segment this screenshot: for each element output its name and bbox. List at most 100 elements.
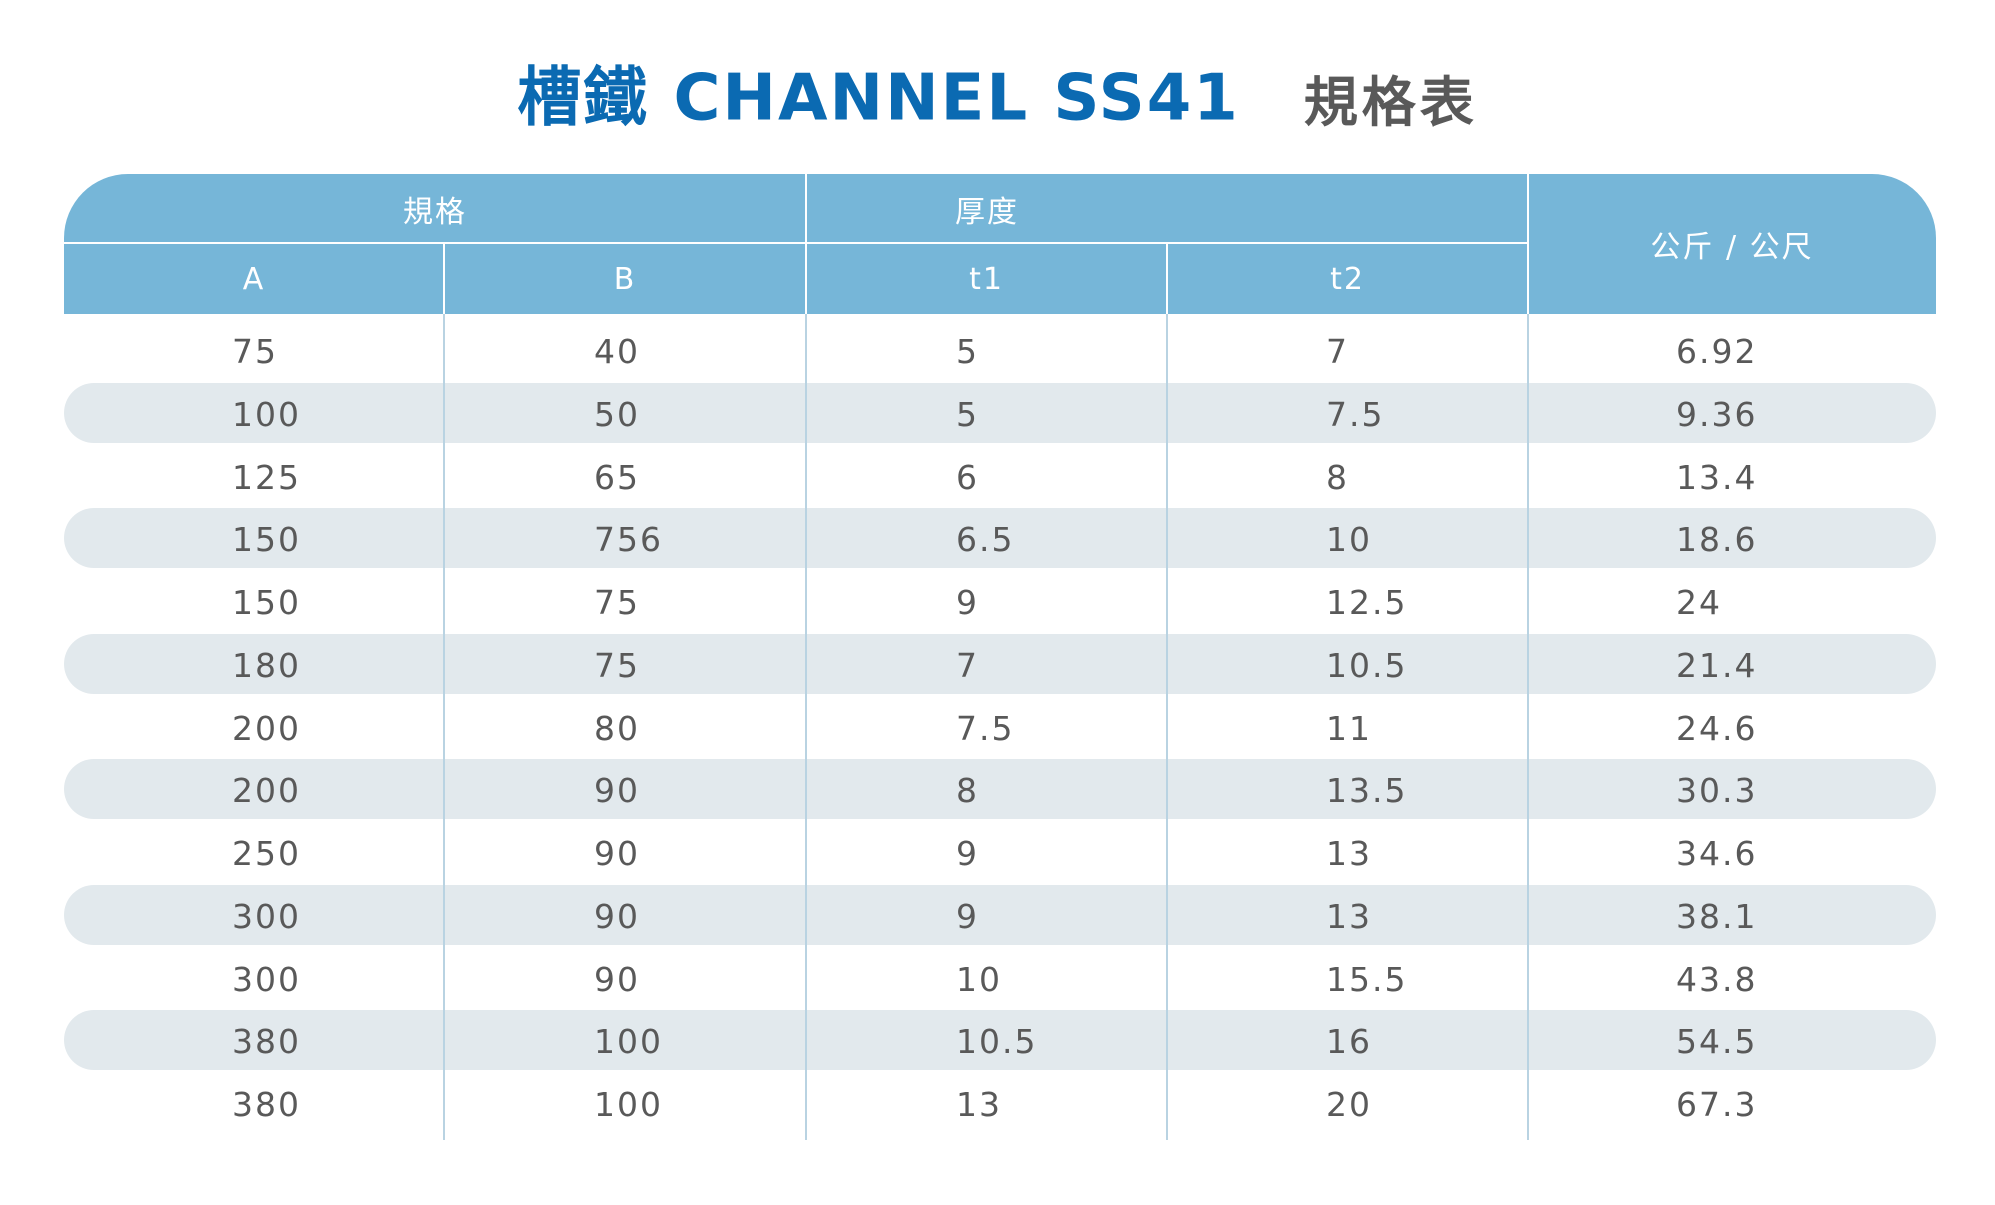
cell-b: 90: [594, 897, 640, 936]
row-stripe: [64, 508, 1936, 568]
cell-t2: 13: [1326, 834, 1372, 873]
column-divider: [443, 314, 445, 1140]
cell-t2: 10: [1326, 520, 1372, 559]
cell-t2: 15.5: [1326, 960, 1408, 999]
cell-t1: 8: [956, 771, 979, 810]
cell-b: 756: [594, 520, 663, 559]
header-divider: [805, 174, 807, 314]
cell-weight: 9.36: [1676, 395, 1758, 434]
cell-t1: 13: [956, 1085, 1002, 1124]
cell-weight: 43.8: [1676, 960, 1758, 999]
cell-t2: 7: [1326, 332, 1349, 371]
table-row: 100 50 5 7.5 9.36: [64, 383, 1936, 446]
cell-b: 90: [594, 834, 640, 873]
header-group-spec: 規格: [403, 195, 467, 230]
cell-t2: 11: [1326, 709, 1372, 748]
row-stripe: [64, 759, 1936, 819]
cell-t1: 5: [956, 332, 979, 371]
cell-weight: 21.4: [1676, 646, 1758, 685]
cell-weight: 38.1: [1676, 897, 1758, 936]
header-divider: [443, 242, 445, 314]
title-main: 槽鐵 CHANNEL SS41: [517, 61, 1240, 136]
table-row: 300 90 9 13 38.1: [64, 885, 1936, 948]
table-row: 125 65 6 8 13.4: [64, 446, 1936, 509]
header-divider: [1166, 242, 1168, 314]
cell-b: 65: [594, 458, 640, 497]
cell-a: 200: [232, 771, 301, 810]
cell-a: 100: [232, 395, 301, 434]
cell-a: 180: [232, 646, 301, 685]
cell-t1: 10.5: [956, 1022, 1038, 1061]
cell-t1: 7: [956, 646, 979, 685]
cell-b: 90: [594, 771, 640, 810]
table-row: 150 75 9 12.5 24: [64, 571, 1936, 634]
row-stripe: [64, 1010, 1936, 1070]
row-stripe: [64, 634, 1936, 694]
cell-t2: 7.5: [1326, 395, 1385, 434]
cell-t1: 9: [956, 897, 979, 936]
cell-b: 90: [594, 960, 640, 999]
header-col-weight: 公斤 / 公尺: [1650, 230, 1814, 265]
cell-t1: 10: [956, 960, 1002, 999]
cell-a: 75: [232, 332, 278, 371]
cell-weight: 18.6: [1676, 520, 1758, 559]
header-group-thickness: 厚度: [955, 195, 1019, 230]
cell-weight: 67.3: [1676, 1085, 1758, 1124]
cell-a: 125: [232, 458, 301, 497]
cell-t1: 7.5: [956, 709, 1015, 748]
cell-t2: 16: [1326, 1022, 1372, 1061]
header-col-a: A: [242, 261, 266, 297]
cell-t2: 13.5: [1326, 771, 1408, 810]
cell-b: 100: [594, 1022, 663, 1061]
cell-t1: 6.5: [956, 520, 1015, 559]
cell-weight: 6.92: [1676, 332, 1758, 371]
table-row: 250 90 9 13 34.6: [64, 822, 1936, 885]
cell-a: 300: [232, 960, 301, 999]
header-col-t2: t2: [1330, 261, 1365, 297]
row-stripe: [64, 383, 1936, 443]
table-row: 380 100 10.5 16 54.5: [64, 1010, 1936, 1073]
cell-weight: 30.3: [1676, 771, 1758, 810]
cell-weight: 24.6: [1676, 709, 1758, 748]
table-row: 300 90 10 15.5 43.8: [64, 948, 1936, 1011]
table-row: 200 90 8 13.5 30.3: [64, 759, 1936, 822]
cell-a: 150: [232, 583, 301, 622]
cell-t2: 13: [1326, 897, 1372, 936]
column-divider: [1527, 314, 1529, 1140]
table-row: 200 80 7.5 11 24.6: [64, 697, 1936, 760]
header-divider: [64, 242, 1528, 244]
cell-a: 380: [232, 1022, 301, 1061]
cell-t2: 8: [1326, 458, 1349, 497]
cell-b: 50: [594, 395, 640, 434]
cell-t1: 6: [956, 458, 979, 497]
title-sub: 規格表: [1303, 70, 1478, 134]
cell-b: 75: [594, 583, 640, 622]
column-divider: [805, 314, 807, 1140]
table-row: 180 75 7 10.5 21.4: [64, 634, 1936, 697]
table-row: 150 756 6.5 10 18.6: [64, 508, 1936, 571]
cell-b: 100: [594, 1085, 663, 1124]
cell-t1: 9: [956, 834, 979, 873]
cell-t2: 20: [1326, 1085, 1372, 1124]
cell-b: 80: [594, 709, 640, 748]
header-col-b: B: [613, 261, 637, 297]
cell-t1: 9: [956, 583, 979, 622]
cell-t2: 10.5: [1326, 646, 1408, 685]
column-divider: [1166, 314, 1168, 1140]
header-col-t1: t1: [969, 261, 1004, 297]
table-header: 規格 厚度 A B t1 t2 公斤 / 公尺: [64, 174, 1936, 314]
cell-weight: 13.4: [1676, 458, 1758, 497]
cell-b: 75: [594, 646, 640, 685]
table-row: 380 100 13 20 67.3: [64, 1073, 1936, 1136]
cell-weight: 34.6: [1676, 834, 1758, 873]
cell-a: 150: [232, 520, 301, 559]
cell-b: 40: [594, 332, 640, 371]
cell-a: 380: [232, 1085, 301, 1124]
cell-t1: 5: [956, 395, 979, 434]
cell-a: 250: [232, 834, 301, 873]
cell-a: 200: [232, 709, 301, 748]
cell-weight: 24: [1676, 583, 1722, 622]
row-stripe: [64, 885, 1936, 945]
cell-t2: 12.5: [1326, 583, 1408, 622]
cell-a: 300: [232, 897, 301, 936]
